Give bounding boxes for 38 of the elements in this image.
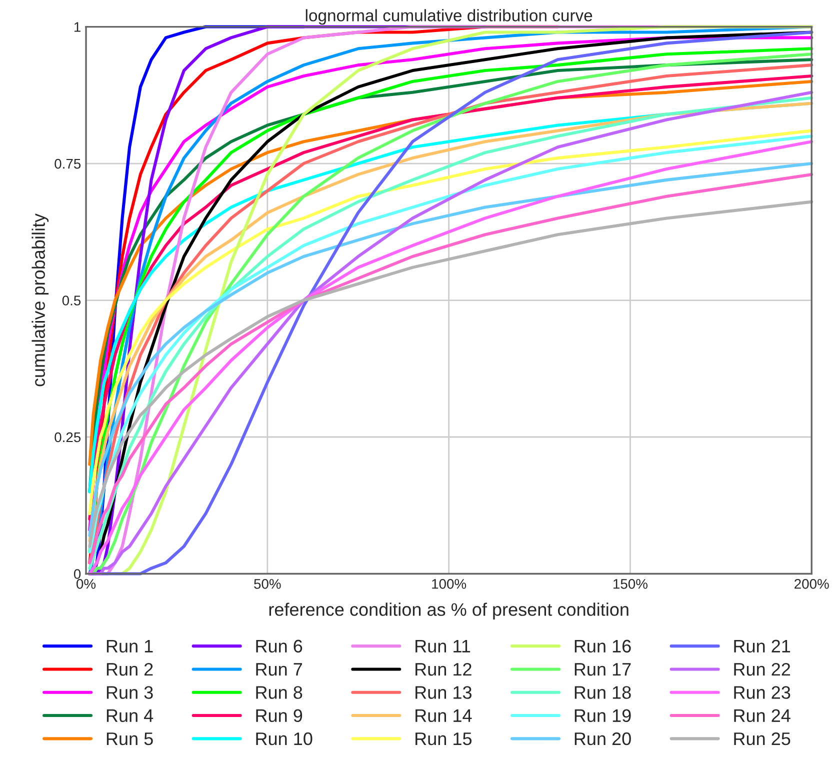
legend-label: Run 9 — [256, 709, 302, 722]
y-tick-label: 1 — [74, 22, 80, 32]
legend-label: Run 14 — [416, 709, 472, 722]
legend-label: Run 1 — [106, 640, 153, 653]
y-tick-label: 0.75 — [54, 158, 81, 169]
y-tick-label: 0.25 — [54, 432, 81, 442]
legend-label: Run 12 — [416, 662, 472, 676]
legend-label: Run 10 — [256, 732, 312, 746]
y-axis-title: cumulative probability — [32, 213, 49, 386]
legend-label: Run 21 — [734, 640, 790, 653]
x-tick-label: 50% — [254, 578, 281, 589]
legend-label: Run 20 — [574, 732, 631, 746]
chart-title: lognormal cumulative distribution curve — [306, 9, 592, 25]
x-tick-label: 200% — [794, 578, 829, 589]
legend-label: Run 11 — [416, 640, 470, 653]
x-tick-label: 100% — [432, 578, 466, 589]
legend-label: Run 15 — [416, 732, 472, 746]
legend-label: Run 16 — [574, 640, 631, 653]
y-tick-label: 0.5 — [62, 296, 81, 306]
legend-label: Run 25 — [734, 732, 790, 746]
x-tick-label: 0% — [76, 578, 96, 589]
legend-label: Run 2 — [106, 662, 153, 676]
legend-label: Run 5 — [106, 732, 153, 746]
legend-label: Run 23 — [734, 686, 790, 699]
x-tick-label: 150% — [614, 578, 648, 589]
legend-label: Run 6 — [256, 640, 302, 653]
x-axis-title: reference condition as % of present condition — [269, 602, 628, 620]
legend-label: Run 4 — [106, 709, 154, 722]
y-tick-label: 0 — [74, 569, 81, 579]
legend-label: Run 8 — [256, 686, 302, 699]
legend-label: Run 22 — [734, 662, 790, 676]
legend-label: Run 13 — [416, 686, 472, 699]
legend-label: Run 3 — [106, 686, 153, 699]
legend-label: Run 24 — [734, 709, 790, 722]
legend-label: Run 7 — [256, 663, 302, 676]
legend-label: Run 17 — [574, 663, 631, 676]
legend-label: Run 19 — [574, 709, 631, 722]
legend-label: Run 18 — [574, 686, 631, 699]
